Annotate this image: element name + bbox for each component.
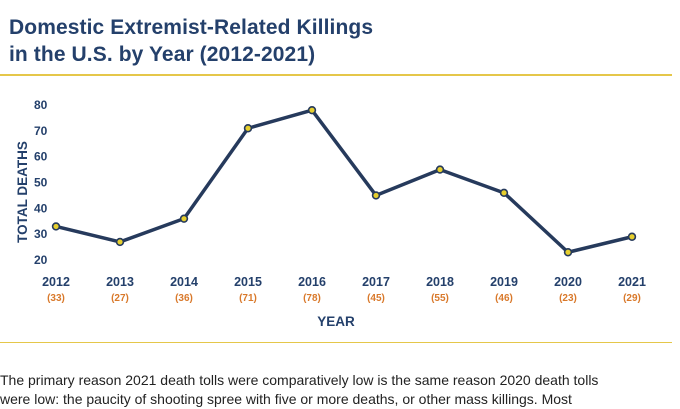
- y-axis-title: TOTAL DEATHS: [15, 141, 30, 243]
- data-point-2012: [51, 222, 61, 231]
- y-tick-label: 70: [34, 124, 48, 138]
- data-point-2017: [371, 191, 381, 200]
- x-tick-label-2020: 2020: [554, 275, 582, 289]
- value-label-2020: (23): [559, 293, 577, 304]
- data-point-2020: [563, 248, 573, 257]
- body-line-2: were low: the paucity of shooting spree …: [0, 391, 572, 407]
- y-tick-label: 30: [34, 227, 48, 241]
- value-label-2016: (78): [303, 293, 321, 304]
- y-tick-label: 50: [34, 176, 48, 190]
- section-divider: [0, 342, 672, 343]
- page-title-line-2: in the U.S. by Year (2012-2021): [9, 43, 316, 66]
- body-line-1: The primary reason 2021 death tolls were…: [0, 372, 599, 388]
- body-paragraph: The primary reason 2021 death tolls were…: [0, 371, 680, 409]
- data-point-2018: [435, 165, 445, 174]
- value-label-2018: (55): [431, 293, 449, 304]
- page-title-line-1: Domestic Extremist-Related Killings: [9, 16, 374, 39]
- value-label-2017: (45): [367, 293, 385, 304]
- value-label-2014: (36): [175, 293, 193, 304]
- data-point-2013: [115, 237, 125, 247]
- data-point-2015: [243, 124, 253, 133]
- x-tick-label-2021: 2021: [618, 275, 646, 289]
- series-points: [51, 105, 637, 257]
- value-label-2019: (46): [495, 293, 513, 304]
- x-tick-label-2015: 2015: [234, 275, 262, 289]
- data-point-2016: [307, 105, 317, 115]
- x-tick-label-2018: 2018: [426, 275, 454, 289]
- y-axis-ticks: 20 30 40 50 60 70 80: [34, 98, 48, 267]
- x-tick-label-2012: 2012: [42, 275, 70, 289]
- x-axis-title: YEAR: [317, 314, 355, 329]
- series-line-deaths: [54, 108, 634, 254]
- data-point-2014: [179, 214, 189, 223]
- line-chart: 20 30 40 50 60 70 80 TOTAL DEATHS 2012 (33) 2013…: [15, 98, 646, 329]
- value-label-2015: (71): [239, 293, 257, 304]
- value-label-2013: (27): [111, 293, 129, 304]
- y-tick-label: 40: [34, 201, 48, 215]
- x-tick-label-2019: 2019: [490, 275, 518, 289]
- x-tick-label-2016: 2016: [298, 275, 326, 289]
- x-tick-label-2017: 2017: [362, 275, 390, 289]
- title-divider: [0, 74, 672, 76]
- x-axis-ticks: 2012 (33) 2013 (27) 2014 (36) 2015 (71) 2016 (78)…: [42, 275, 646, 304]
- data-point-2021: [627, 232, 637, 241]
- x-tick-label-2014: 2014: [170, 275, 198, 289]
- y-tick-label: 60: [34, 150, 48, 164]
- y-tick-label: 20: [34, 253, 48, 267]
- data-point-2019: [499, 188, 509, 198]
- value-label-2012: (33): [47, 293, 65, 304]
- x-tick-label-2013: 2013: [106, 275, 134, 289]
- value-label-2021: (29): [623, 293, 641, 304]
- y-tick-label: 80: [34, 98, 48, 112]
- page-title: Domestic Extremist-Related Killings in t…: [9, 14, 609, 68]
